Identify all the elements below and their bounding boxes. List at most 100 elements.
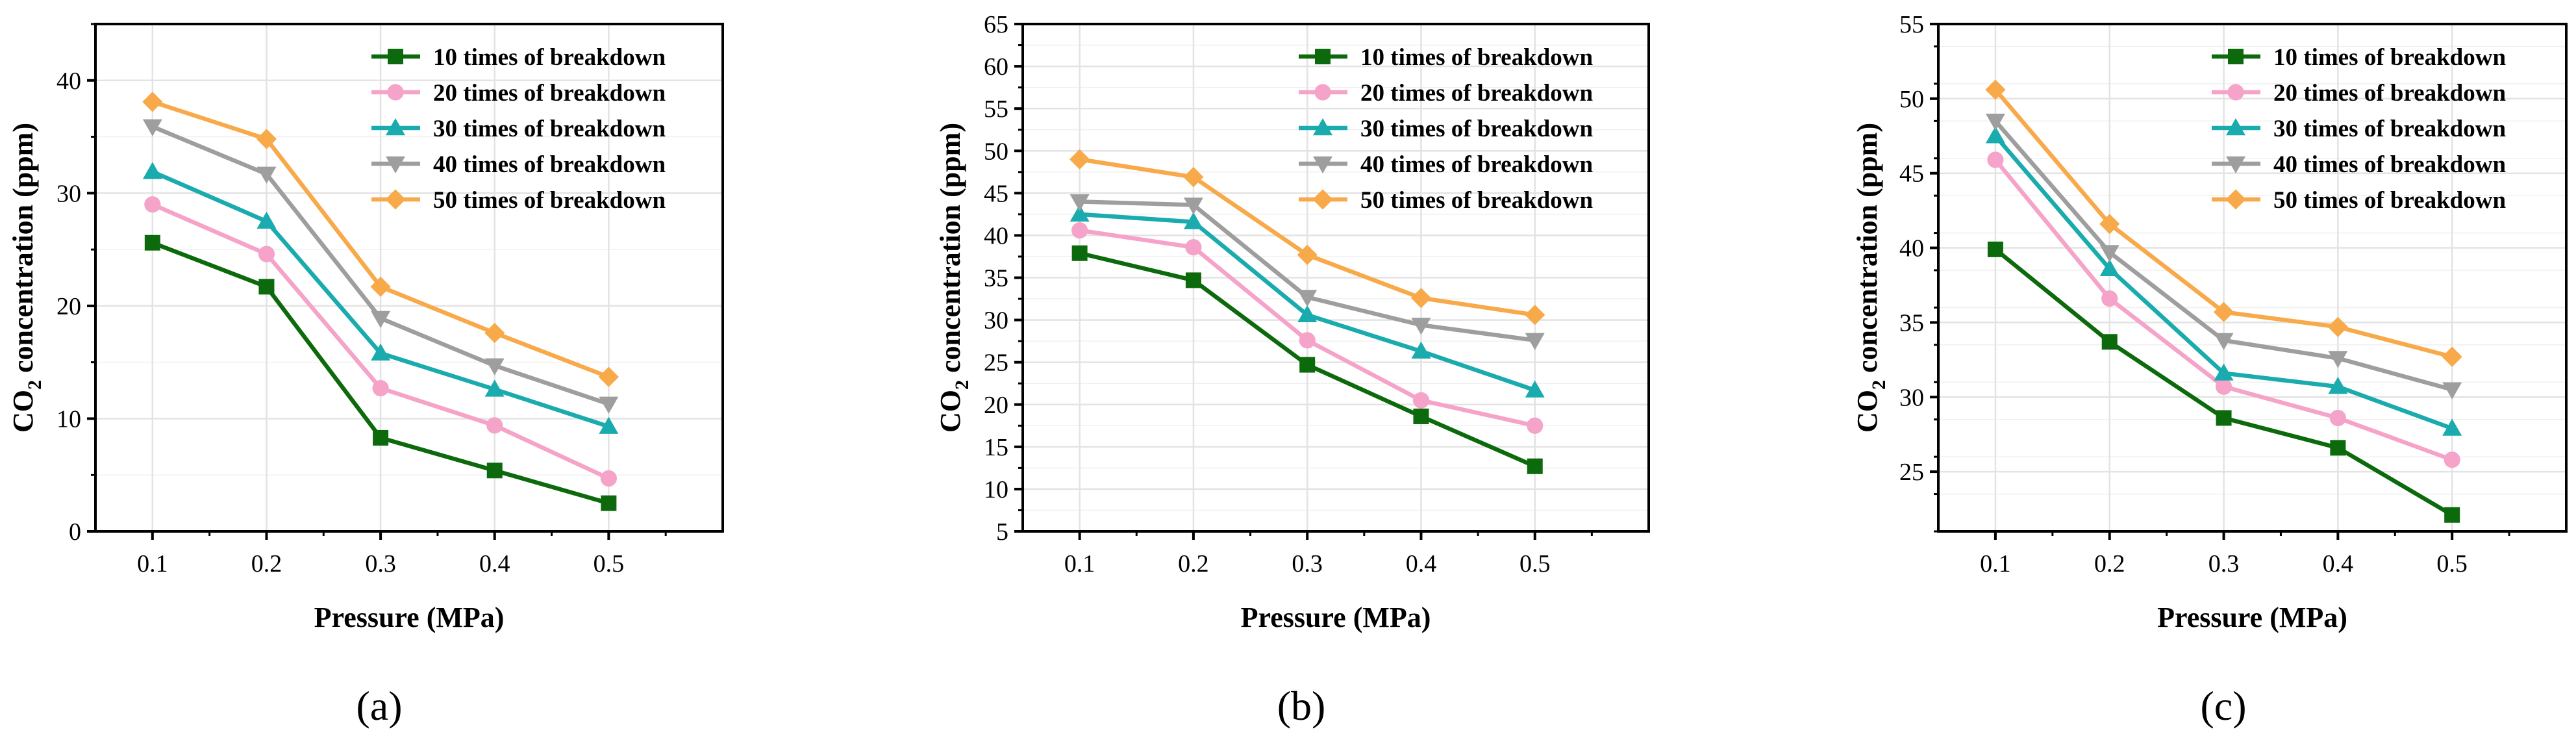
data-point: [2214, 333, 2234, 350]
series-30-times: [142, 162, 619, 434]
data-point: [2213, 301, 2234, 322]
x-tick-label: 0.5: [594, 550, 625, 577]
legend: 10 times of breakdown 20 times of breakdo…: [371, 44, 666, 214]
x-tick-label: 0.3: [1292, 550, 1323, 577]
x-tick-label: 0.3: [2208, 550, 2240, 577]
data-point: [1525, 305, 1545, 325]
x-tick-label: 0.2: [2094, 550, 2125, 577]
legend-marker: [2227, 84, 2244, 101]
x-tick-label: 0.1: [1980, 550, 2011, 577]
data-point: [598, 366, 619, 387]
x-tick-label: 0.1: [1064, 550, 1095, 577]
series-10-times: [144, 235, 617, 511]
y-tick-label: 30: [1899, 384, 1924, 411]
y-axis-title: CO2 concentration (ppm): [934, 123, 973, 433]
x-tick-label: 0.4: [479, 550, 510, 577]
data-point: [2442, 346, 2462, 367]
y-tick-label: 20: [984, 392, 1008, 419]
data-point: [486, 417, 503, 434]
data-point: [2328, 377, 2348, 394]
series-10-times: [1071, 245, 1543, 474]
y-axis-title: CO2 concentration (ppm): [7, 123, 45, 433]
data-point: [1985, 114, 2005, 131]
legend-marker: [386, 156, 405, 173]
legend-label: 30 times of breakdown: [433, 116, 666, 142]
plot-frame: [94, 23, 724, 533]
x-tick-label: 0.2: [1178, 550, 1209, 577]
data-point: [1527, 458, 1543, 474]
y-tick-label: 15: [984, 434, 1008, 461]
x-axis-title: Pressure (MPa): [2157, 602, 2347, 633]
data-point: [1412, 392, 1430, 409]
legend-marker: [1314, 84, 1331, 101]
data-point: [599, 396, 619, 414]
series-20-times: [144, 196, 617, 487]
legend-label: 20 times of breakdown: [1360, 80, 1593, 107]
data-point: [484, 322, 505, 344]
data-point: [1297, 305, 1318, 323]
data-point: [2327, 316, 2348, 337]
y-tick-label: 40: [56, 68, 81, 95]
data-point: [599, 416, 619, 434]
series-50-times: [142, 92, 619, 387]
data-point: [2101, 290, 2118, 307]
y-tick-label: 25: [1899, 459, 1924, 486]
legend-label: 40 times of breakdown: [433, 151, 666, 178]
data-point: [2099, 245, 2120, 262]
x-axis-title: Pressure (MPa): [314, 602, 505, 633]
data-point: [1411, 341, 1431, 359]
data-point: [1987, 241, 2003, 257]
data-point: [1527, 417, 1544, 434]
y-tick-label: 45: [1899, 160, 1924, 188]
y-tick-label: 50: [984, 138, 1008, 165]
data-point: [1411, 318, 1431, 335]
data-point: [1071, 222, 1088, 239]
y-tick-label: 55: [984, 95, 1008, 123]
legend-marker: [1313, 118, 1332, 136]
data-point: [142, 119, 162, 136]
x-tick-label: 0.1: [137, 550, 168, 577]
data-point: [1410, 288, 1432, 309]
legend-marker: [1312, 189, 1333, 210]
data-point: [2216, 410, 2232, 426]
series-40-times: [1069, 194, 1545, 350]
x-tick-label: 0.5: [2436, 550, 2468, 577]
panel-label: (a): [356, 683, 402, 729]
legend-label: 20 times of breakdown: [2273, 80, 2506, 107]
legend-label: 10 times of breakdown: [2273, 44, 2506, 71]
data-point: [371, 343, 391, 361]
legend-marker: [2225, 189, 2246, 210]
data-point: [2444, 451, 2460, 468]
data-point: [2099, 259, 2120, 276]
data-point: [371, 311, 391, 328]
legend: 10 times of breakdown 20 times of breakdo…: [1299, 44, 1593, 214]
x-tick-label: 0.5: [1519, 550, 1551, 577]
y-tick-label: 35: [1899, 309, 1924, 336]
legend-marker: [2228, 49, 2244, 64]
legend-marker: [2226, 156, 2245, 173]
y-tick-label: 10: [984, 476, 1008, 503]
y-tick-label: 55: [1899, 11, 1924, 38]
data-point: [2329, 409, 2346, 427]
panel-c: 25 30 35 40 45 50 55 0.1 0.2 0.3 0.4 0.5 Pressure (M…: [1851, 11, 2568, 729]
legend-marker: [1313, 156, 1332, 173]
data-point: [2442, 418, 2462, 436]
data-point: [372, 379, 389, 397]
legend-marker: [385, 189, 406, 210]
data-point: [1183, 197, 1203, 215]
data-point: [486, 463, 503, 479]
data-point: [1525, 380, 1545, 398]
legend-label: 40 times of breakdown: [2273, 151, 2506, 178]
data-point: [142, 92, 163, 112]
data-point: [1987, 151, 2004, 168]
y-tick-label: 10: [56, 405, 81, 433]
x-tick-label: 0.3: [365, 550, 396, 577]
legend-marker: [388, 49, 403, 64]
y-tick-label: 45: [984, 180, 1008, 207]
series-40-times: [1985, 114, 2462, 400]
data-point: [1185, 239, 1202, 256]
series-50-times: [1985, 79, 2462, 367]
legend-marker: [387, 84, 404, 101]
data-point: [1297, 244, 1318, 265]
